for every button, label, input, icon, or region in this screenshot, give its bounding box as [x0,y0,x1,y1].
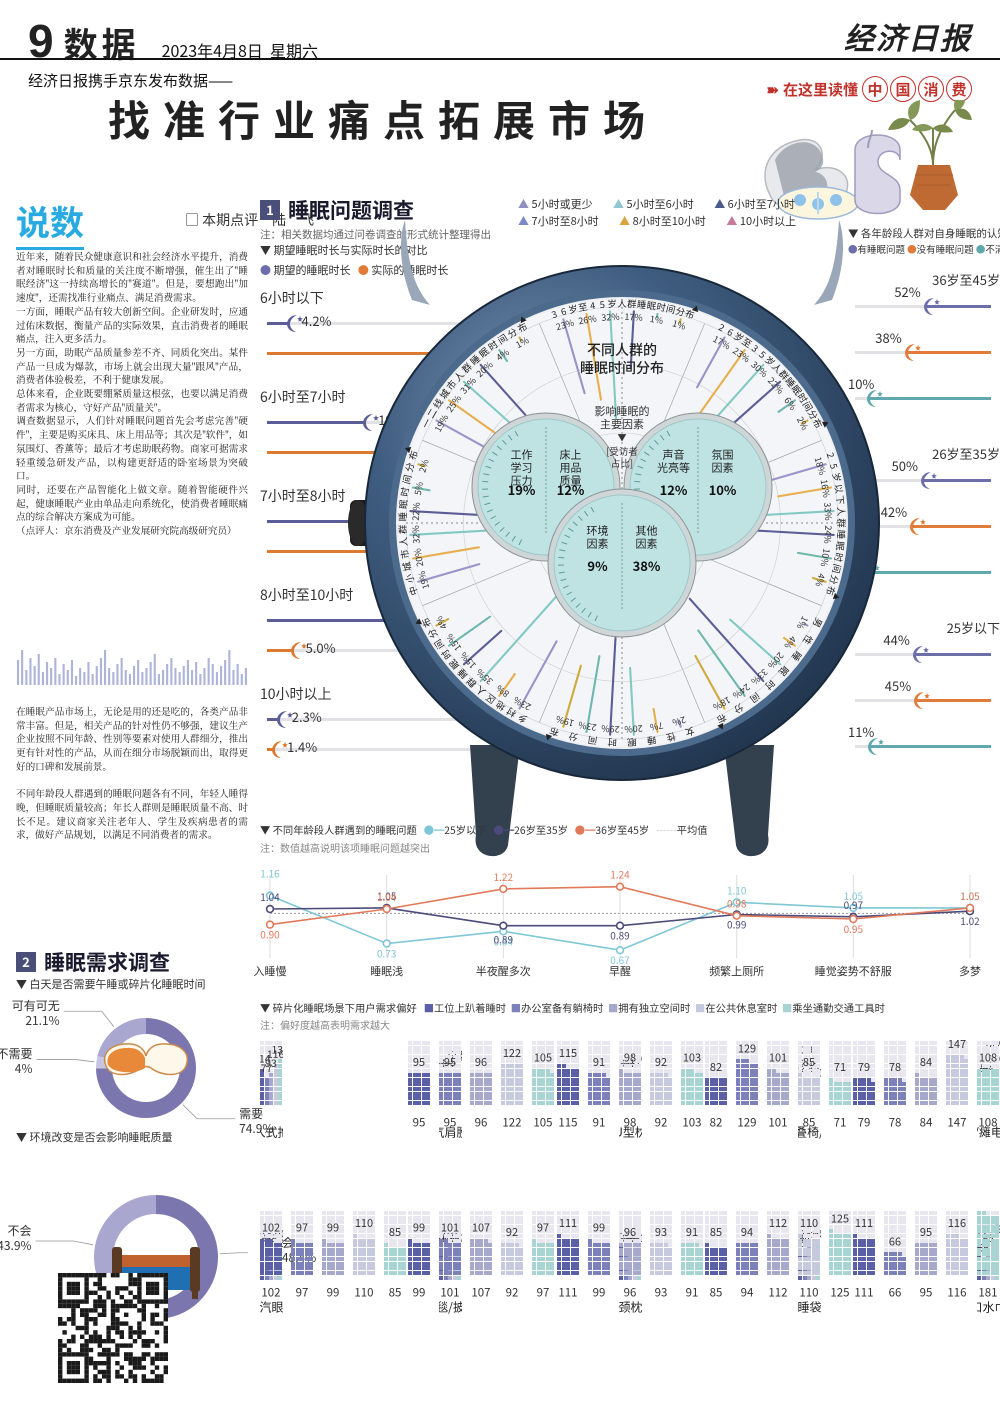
svg-text:91: 91 [592,1114,605,1130]
svg-text:110: 110 [355,1215,373,1231]
svg-text:82: 82 [709,1114,722,1130]
svg-text:97: 97 [296,1284,309,1300]
svg-text:85: 85 [803,1054,815,1070]
svg-text:102: 102 [261,1284,280,1300]
svg-text:99: 99 [327,1284,340,1300]
svg-text:92: 92 [506,1224,518,1240]
svg-text:99: 99 [592,1220,604,1236]
svg-text:99: 99 [327,1220,339,1236]
svg-text:110: 110 [354,1284,373,1300]
svg-text:96: 96 [475,1114,488,1130]
svg-text:92: 92 [654,1054,666,1070]
svg-text:101: 101 [441,1284,460,1300]
svg-text:91: 91 [685,1224,697,1240]
svg-text:116: 116 [947,1284,966,1300]
svg-text:82: 82 [710,1059,722,1075]
svg-text:78: 78 [889,1059,901,1075]
svg-text:101: 101 [769,1050,787,1066]
svg-text:84: 84 [920,1114,933,1130]
svg-text:66: 66 [889,1284,902,1300]
svg-text:105: 105 [534,1050,552,1066]
svg-text:71: 71 [834,1059,846,1075]
svg-text:129: 129 [738,1040,756,1056]
svg-text:97: 97 [537,1220,549,1236]
svg-text:85: 85 [709,1284,722,1300]
svg-text:吸入式抱枕: 吸入式抱枕 [260,1123,283,1140]
svg-text:99: 99 [413,1284,426,1300]
svg-text:115: 115 [558,1045,576,1061]
svg-text:122: 122 [503,1114,522,1130]
svg-text:105: 105 [534,1114,553,1130]
svg-text:93: 93 [654,1284,667,1300]
svg-text:107: 107 [472,1284,491,1300]
svg-text:110: 110 [800,1215,818,1231]
svg-text:92: 92 [506,1284,519,1300]
svg-text:112: 112 [769,1215,787,1231]
svg-text:94: 94 [740,1284,753,1300]
svg-text:95: 95 [920,1224,932,1240]
svg-text:125: 125 [831,1210,849,1226]
svg-text:134: 134 [271,1042,283,1057]
svg-text:103: 103 [682,1050,700,1066]
svg-text:91: 91 [685,1284,698,1300]
svg-text:85: 85 [389,1224,401,1240]
svg-text:84: 84 [920,1054,932,1070]
svg-text:91: 91 [592,1054,604,1070]
svg-text:129: 129 [737,1114,756,1130]
svg-text:93: 93 [654,1224,666,1240]
svg-text:125: 125 [830,1284,849,1300]
svg-text:98: 98 [623,1050,635,1066]
svg-text:94: 94 [741,1224,753,1240]
svg-text:101: 101 [768,1114,787,1130]
svg-text:116: 116 [948,1215,966,1231]
svg-text:111: 111 [855,1215,873,1231]
svg-text:115: 115 [558,1114,577,1130]
svg-text:96: 96 [623,1224,635,1240]
svg-text:110: 110 [799,1284,818,1300]
svg-text:97: 97 [537,1284,550,1300]
svg-text:107: 107 [472,1220,490,1236]
svg-text:85: 85 [802,1114,815,1130]
svg-text:95: 95 [413,1054,425,1070]
svg-text:66: 66 [889,1233,901,1249]
svg-text:71: 71 [833,1114,846,1130]
svg-text:101: 101 [441,1220,459,1236]
svg-text:181: 181 [978,1284,997,1300]
svg-text:95: 95 [444,1114,457,1130]
svg-text:147: 147 [947,1114,966,1130]
svg-text:103: 103 [682,1114,701,1130]
svg-text:95: 95 [413,1114,426,1130]
svg-text:96: 96 [623,1284,636,1300]
svg-text:108: 108 [979,1050,997,1066]
svg-text:85: 85 [389,1284,402,1300]
svg-text:79: 79 [858,1059,870,1075]
svg-text:85: 85 [710,1224,722,1240]
svg-text:111: 111 [558,1215,576,1231]
svg-text:95: 95 [920,1284,933,1300]
svg-text:79: 79 [858,1114,871,1130]
svg-text:99: 99 [592,1284,605,1300]
svg-text:111: 111 [854,1284,873,1300]
svg-text:98: 98 [623,1114,636,1130]
svg-text:111: 111 [558,1284,577,1300]
svg-text:147: 147 [948,1040,966,1052]
svg-text:99: 99 [413,1220,425,1236]
svg-text:92: 92 [654,1114,667,1130]
svg-text:95: 95 [444,1054,456,1070]
svg-text:122: 122 [503,1045,521,1061]
svg-text:96: 96 [475,1054,487,1070]
svg-text:108: 108 [978,1114,997,1130]
svg-text:97: 97 [296,1220,308,1236]
svg-text:78: 78 [889,1114,902,1130]
svg-text:102: 102 [262,1220,280,1236]
svg-text:112: 112 [768,1284,787,1300]
